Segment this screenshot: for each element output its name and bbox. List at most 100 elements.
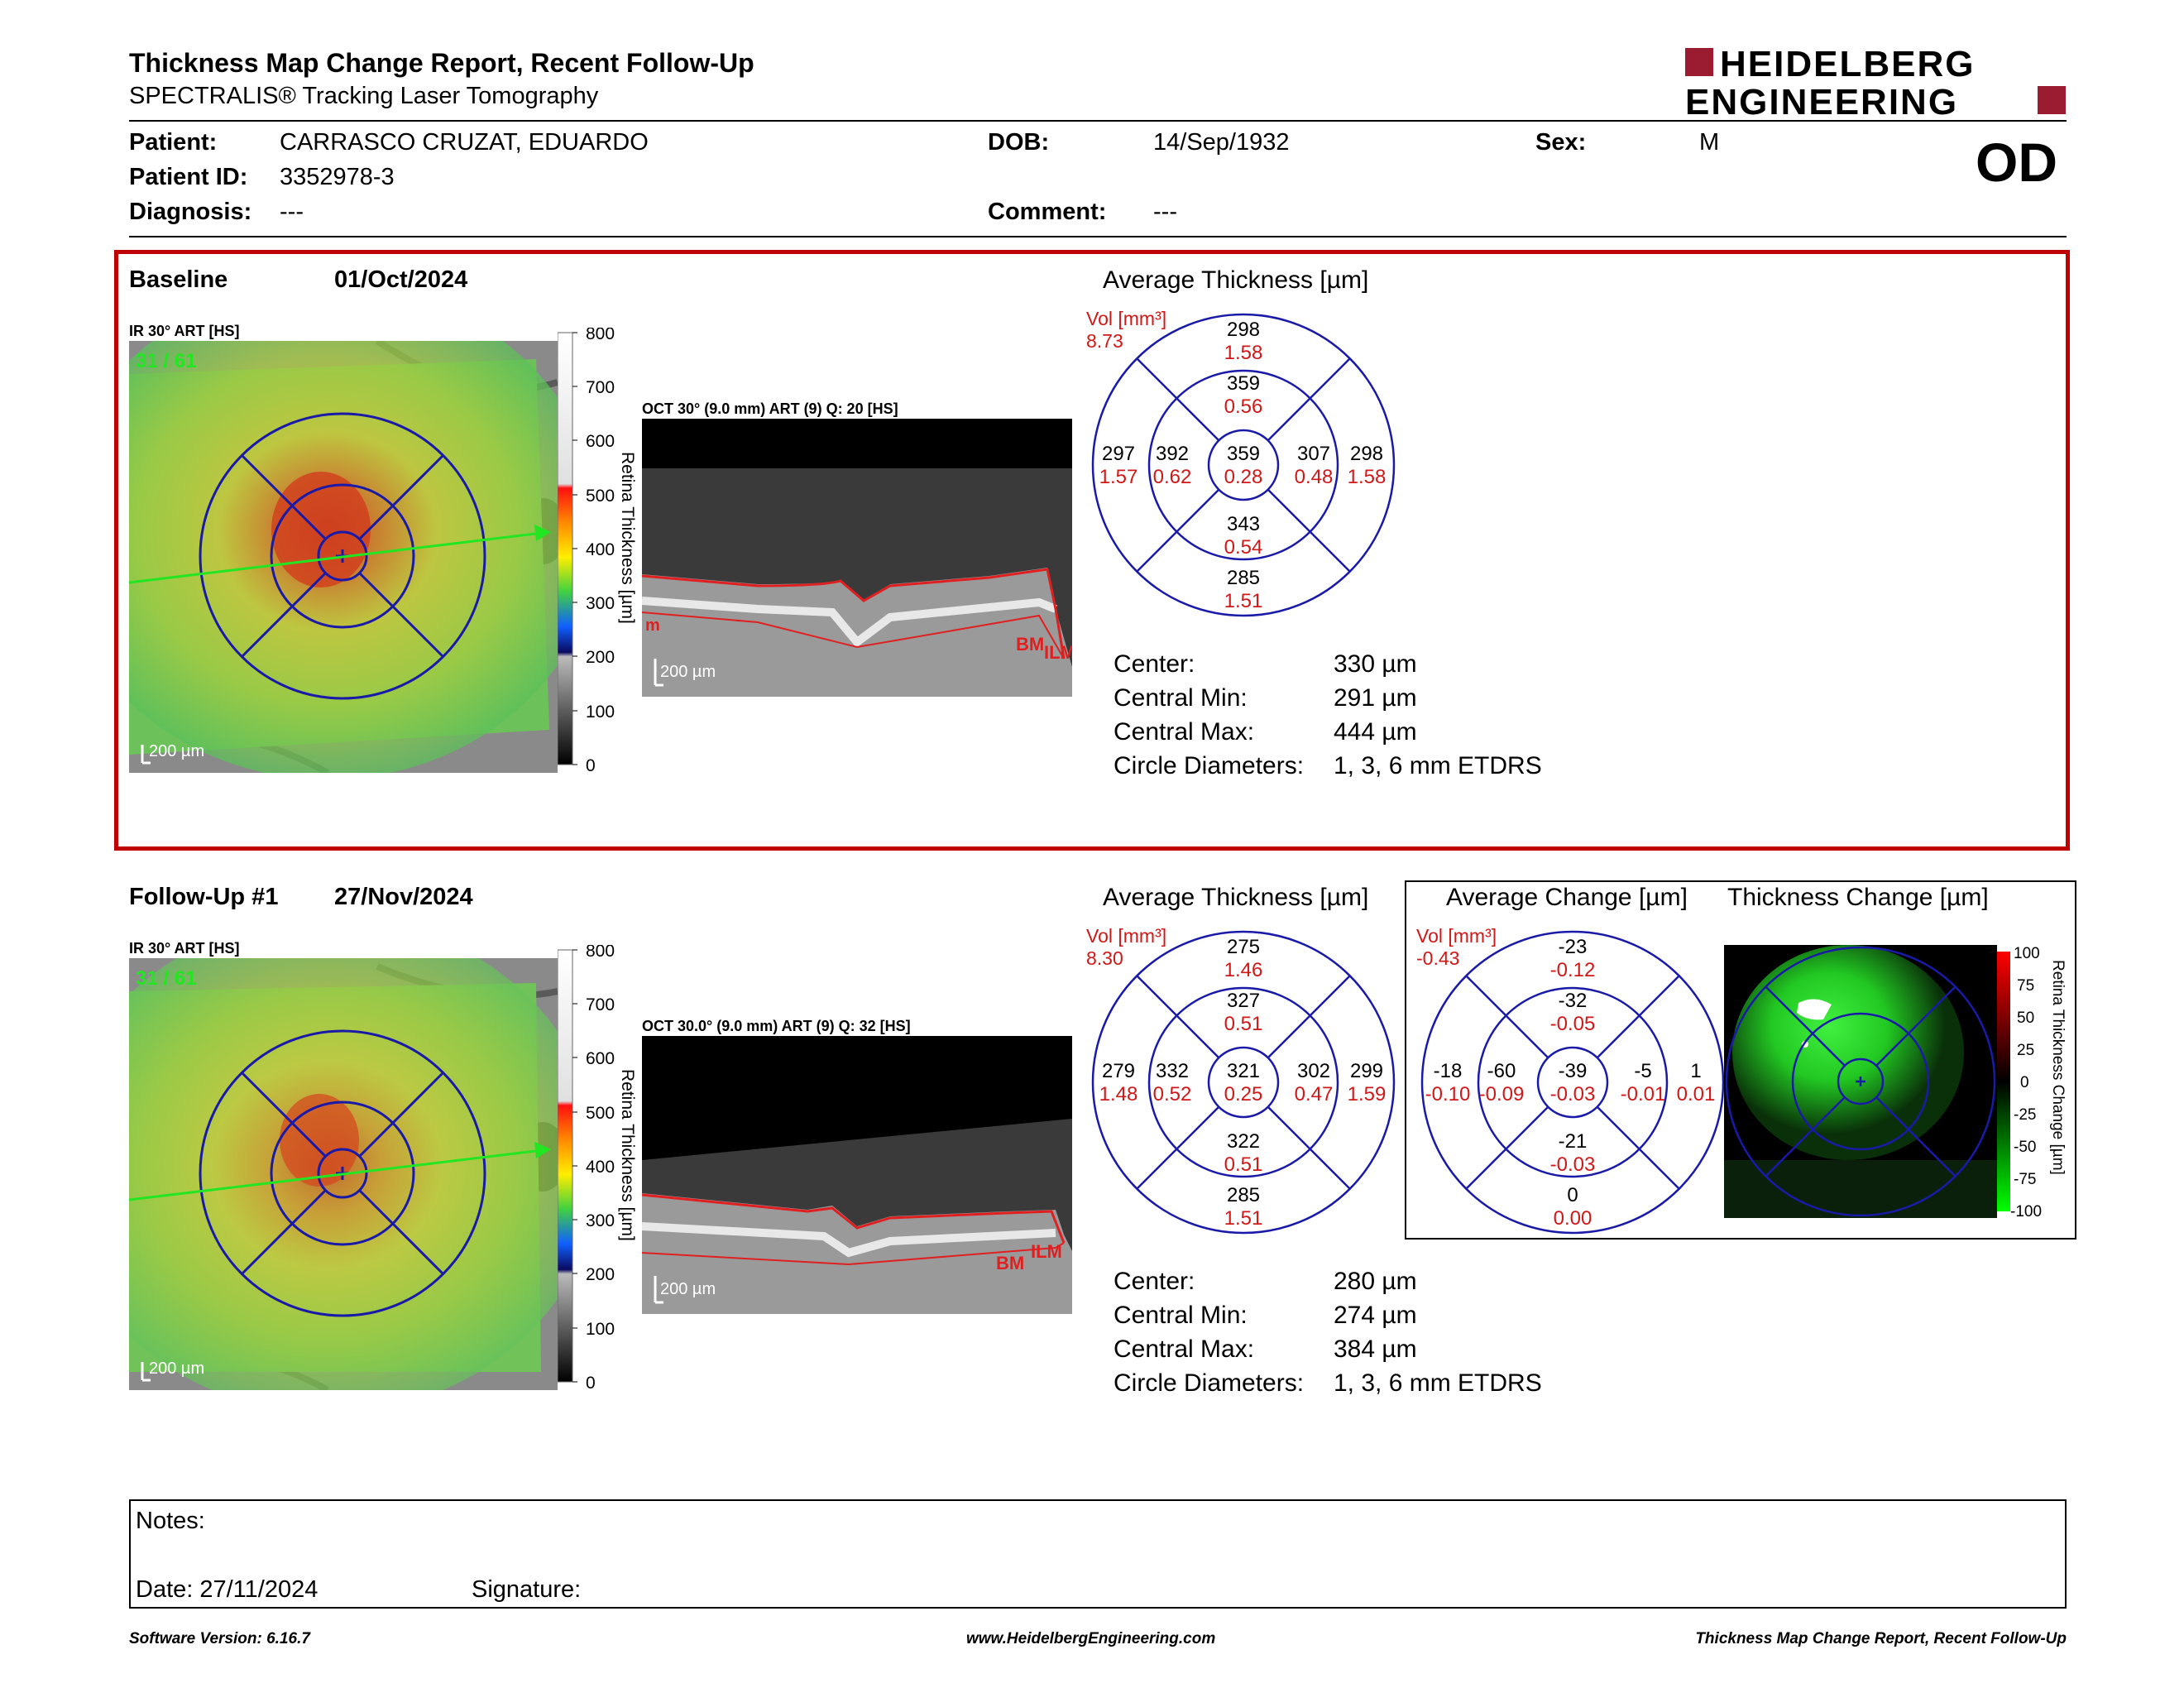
svg-text:0.00: 0.00: [1554, 1207, 1592, 1230]
svg-text:Retina Thickness [µm]: Retina Thickness [µm]: [618, 452, 637, 624]
sex-value: M: [1699, 129, 1720, 156]
svg-text:0.28: 0.28: [1224, 466, 1263, 488]
baseline-stat-value: 291 µm: [1334, 684, 1417, 712]
svg-text:800: 800: [586, 328, 615, 343]
baseline-oct-image: m BM ILM 200 µm: [641, 419, 1075, 697]
notes-date: Date: 27/11/2024: [136, 1576, 318, 1603]
svg-text:HEIDELBERG: HEIDELBERG: [1720, 45, 1975, 84]
svg-text:100: 100: [586, 703, 615, 722]
patient-id: 3352978-3: [280, 164, 395, 190]
baseline-etdrs-grid: 298 1.58 359 0.56 297 1.57 392 0.62 359 …: [1082, 308, 1405, 622]
baseline-stat-label: Center:: [1114, 650, 1195, 678]
change-avg-title: Average Change [µm]: [1446, 884, 1688, 911]
svg-text:-0.10: -0.10: [1425, 1083, 1471, 1105]
svg-text:400: 400: [586, 1158, 615, 1177]
svg-text:279: 279: [1102, 1060, 1135, 1082]
svg-text:-100: -100: [2010, 1203, 2042, 1218]
followup-stat-value: 384 µm: [1334, 1336, 1417, 1363]
svg-text:Retina Thickness [µm]: Retina Thickness [µm]: [618, 1069, 637, 1241]
followup-stat-value: 1, 3, 6 mm ETDRS: [1334, 1369, 1542, 1397]
svg-text:200 µm: 200 µm: [149, 1360, 204, 1378]
report-subtitle: SPECTRALIS® Tracking Laser Tomography: [129, 83, 599, 109]
svg-text:25: 25: [2017, 1042, 2034, 1059]
svg-text:400: 400: [586, 540, 615, 559]
svg-text:200: 200: [586, 1265, 615, 1284]
svg-text:1.58: 1.58: [1348, 466, 1387, 488]
dob-label: DOB:: [988, 129, 1050, 156]
svg-text:600: 600: [586, 432, 615, 451]
svg-text:332: 332: [1156, 1060, 1189, 1082]
baseline-stat-label: Circle Diameters:: [1114, 752, 1305, 779]
followup-date: 27/Nov/2024: [334, 884, 473, 910]
svg-text:50: 50: [2017, 1009, 2034, 1027]
change-map-title: Thickness Change [µm]: [1727, 884, 1989, 911]
baseline-date: 01/Oct/2024: [334, 266, 468, 293]
svg-text:299: 299: [1350, 1060, 1383, 1082]
baseline-stat-value: 444 µm: [1334, 718, 1417, 746]
svg-text:0.47: 0.47: [1295, 1083, 1334, 1105]
svg-text:0.51: 0.51: [1224, 1153, 1263, 1176]
followup-stat-label: Center:: [1114, 1268, 1195, 1295]
svg-text:700: 700: [586, 378, 615, 397]
svg-text:0.56: 0.56: [1224, 396, 1263, 418]
svg-text:600: 600: [586, 1049, 615, 1068]
svg-text:1.58: 1.58: [1224, 342, 1263, 364]
svg-text:-39: -39: [1559, 1060, 1588, 1082]
thickness-change-map: [1724, 945, 1997, 1218]
change-panel: [1405, 880, 2076, 1240]
report-title: Thickness Map Change Report, Recent Foll…: [129, 48, 754, 78]
svg-text:285: 285: [1227, 1184, 1260, 1206]
svg-text:302: 302: [1297, 1060, 1330, 1082]
baseline-fundus-image: 31 / 61 200 µm: [55, 283, 601, 779]
baseline-vol-value: 8.73: [1086, 330, 1123, 352]
svg-text:31 / 61: 31 / 61: [136, 967, 196, 990]
svg-text:1.57: 1.57: [1099, 466, 1138, 488]
svg-text:BM: BM: [996, 1253, 1024, 1273]
change-colorbar: 100 75 50 25 0 -25 -50 -75 -100 Retina T…: [1997, 945, 2071, 1220]
baseline-stat-label: Central Max:: [1114, 718, 1255, 746]
patient-id-label: Patient ID:: [129, 164, 248, 190]
svg-text:1.51: 1.51: [1224, 590, 1263, 612]
followup-avg-title: Average Thickness [µm]: [1103, 884, 1369, 911]
svg-text:300: 300: [586, 1211, 615, 1230]
followup-vol-value: 8.30: [1086, 947, 1123, 969]
svg-text:-0.05: -0.05: [1550, 1013, 1596, 1035]
notes-box[interactable]: [129, 1499, 2067, 1609]
followup-fundus-image: 31 / 61 200 µm: [55, 917, 601, 1413]
svg-text:1.59: 1.59: [1348, 1083, 1387, 1105]
svg-text:-60: -60: [1487, 1060, 1516, 1082]
diagnosis-label: Diagnosis:: [129, 199, 252, 225]
software-version: Software Version: 6.16.7: [129, 1630, 310, 1647]
svg-text:0.01: 0.01: [1677, 1083, 1716, 1105]
svg-text:-75: -75: [2014, 1171, 2036, 1188]
svg-text:0.48: 0.48: [1295, 466, 1334, 488]
sex-label: Sex:: [1535, 129, 1587, 156]
patient-name: CARRASCO CRUZAT, EDUARDO: [280, 129, 649, 156]
svg-text:1.48: 1.48: [1099, 1083, 1138, 1105]
svg-text:-50: -50: [2014, 1139, 2036, 1156]
followup-ir-label: IR 30° ART [HS]: [129, 940, 240, 957]
baseline-oct-label: OCT 30° (9.0 mm) ART (9) Q: 20 [HS]: [642, 400, 898, 417]
svg-text:0.52: 0.52: [1153, 1083, 1192, 1105]
website-link[interactable]: www.HeidelbergEngineering.com: [966, 1630, 1216, 1647]
svg-text:-0.03: -0.03: [1550, 1153, 1596, 1176]
svg-text:343: 343: [1227, 513, 1260, 535]
change-vol-label: Vol [mm³]: [1416, 925, 1497, 947]
change-vol-value: -0.43: [1416, 947, 1460, 969]
svg-text:-23: -23: [1559, 936, 1588, 958]
svg-text:800: 800: [586, 945, 615, 961]
svg-text:0.25: 0.25: [1224, 1083, 1263, 1105]
svg-text:ILM: ILM: [1031, 1241, 1062, 1262]
eye-label: OD: [1976, 132, 2057, 193]
svg-text:1: 1: [1690, 1060, 1701, 1082]
svg-text:0.51: 0.51: [1224, 1013, 1263, 1035]
baseline-frame: [114, 250, 2070, 851]
svg-text:0.62: 0.62: [1153, 466, 1192, 488]
followup-oct-image: BM ILM 200 µm: [641, 1036, 1072, 1314]
notes-label: Notes:: [136, 1508, 205, 1534]
diagnosis-value: ---: [280, 199, 304, 225]
svg-text:ILM: ILM: [1044, 642, 1072, 663]
svg-text:-32: -32: [1559, 990, 1588, 1012]
svg-text:BM: BM: [1016, 634, 1044, 655]
change-colorbar-ticks: 100 75 50 25 0 -25 -50 -75 -100: [2010, 945, 2042, 1220]
